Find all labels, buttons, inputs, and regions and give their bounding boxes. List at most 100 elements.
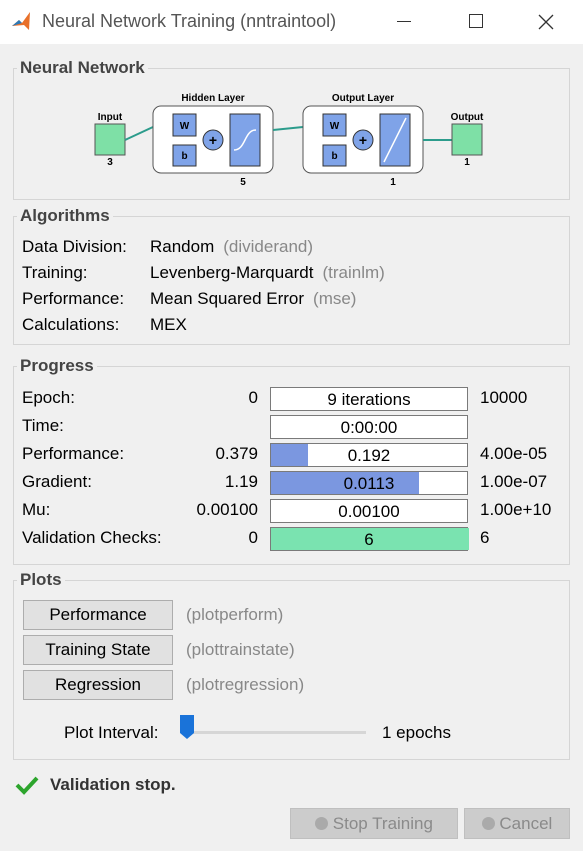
plot-button[interactable]: Training State (23, 635, 173, 665)
output-layer-label: Output Layer (332, 93, 394, 104)
connector (124, 126, 154, 141)
sum-sign: + (209, 132, 217, 148)
output-layer-size: 1 (390, 177, 396, 188)
progress-start: 0.379 (215, 444, 258, 463)
progress-box: 0.192 (270, 443, 468, 467)
output-size: 1 (464, 157, 470, 168)
title-bar: Neural Network Training (nntraintool) (0, 0, 583, 44)
progress-label: Performance: (22, 444, 125, 463)
stop-label: Stop Training (332, 814, 433, 833)
output-weight: W (330, 121, 340, 132)
plot-function: (plottrainstate) (186, 640, 295, 659)
progress-end: 6 (480, 528, 490, 547)
cancel-button: Cancel (464, 808, 570, 839)
hidden-label: Hidden Layer (181, 93, 244, 104)
hidden-bias: b (181, 151, 187, 162)
panel-title: Plots (17, 570, 65, 590)
stop-button: Stop Training (290, 808, 458, 839)
progress-box: 9 iterations (270, 387, 468, 411)
progress-current: 6 (364, 530, 374, 549)
progress-label: Epoch: (22, 388, 75, 407)
progress-fill (271, 444, 308, 466)
algo-value: Mean Squared Error (150, 289, 305, 308)
plot-function: (plotperform) (186, 605, 284, 624)
interval-label: Plot Interval: (64, 723, 159, 742)
maximize-button[interactable] (469, 14, 483, 28)
check-icon (15, 776, 39, 795)
algo-label: Calculations: (22, 315, 120, 334)
close-button[interactable] (538, 14, 554, 30)
progress-label: Validation Checks: (22, 528, 162, 547)
progress-start: 0 (248, 528, 258, 547)
window-title: Neural Network Training (nntraintool) (42, 11, 337, 31)
progress-box: 0:00:00 (270, 415, 468, 439)
weight-box (322, 113, 347, 137)
slider-thumb[interactable] (180, 715, 194, 739)
input-size: 3 (107, 157, 113, 168)
interval-value: 1 epochs (382, 723, 451, 742)
algo-function: (dividerand) (223, 237, 314, 256)
progress-fill (271, 528, 469, 550)
progress-start: 0 (248, 388, 258, 407)
algorithms-panel (13, 216, 570, 345)
minimize-button[interactable] (397, 21, 411, 22)
progress-label: Mu: (22, 500, 51, 519)
progress-label: Time: (22, 416, 64, 435)
output-bias: b (331, 151, 337, 162)
connector (272, 126, 304, 131)
hidden-size: 5 (240, 177, 246, 188)
sum-node (202, 129, 224, 151)
status-text: Validation stop. (50, 775, 176, 794)
progress-box: 6 (270, 527, 469, 551)
output-label: Output (451, 112, 484, 123)
algo-value: MEX (150, 315, 187, 334)
progress-label: Gradient: (22, 472, 92, 491)
algo-function: (mse) (313, 289, 357, 308)
plot-button[interactable]: Performance (23, 600, 173, 630)
app-icon (12, 12, 30, 30)
progress-end: 1.00e-07 (480, 472, 548, 491)
progress-panel (13, 366, 570, 565)
hidden-weight: W (180, 121, 190, 132)
input-label: Input (98, 112, 123, 123)
bias-box (322, 144, 347, 167)
network-panel (13, 68, 570, 200)
input-box (94, 123, 126, 156)
panel-title: Progress (17, 356, 97, 376)
progress-box: 0.0113 (270, 471, 468, 495)
algo-label: Performance: (22, 289, 125, 308)
weight-box (172, 113, 197, 137)
algo-value: Levenberg-Marquardt (150, 263, 314, 282)
panel-title: Algorithms (17, 206, 113, 226)
progress-current: 0.00100 (338, 502, 400, 521)
progress-current: 9 iterations (327, 390, 411, 409)
bias-box (172, 144, 197, 167)
purelin-icon (383, 117, 407, 163)
plots-panel (13, 580, 570, 760)
progress-box: 0.00100 (270, 499, 468, 523)
algo-value: Random (150, 237, 215, 256)
progress-start: 1.19 (224, 472, 258, 491)
sum-sign: + (359, 132, 367, 148)
slider-track[interactable] (182, 731, 366, 734)
progress-end: 4.00e-05 (480, 444, 548, 463)
progress-start: 0.00100 (196, 500, 258, 519)
algo-function: (trainlm) (322, 263, 385, 282)
progress-fill (271, 472, 419, 494)
network-diagram: Input 3 Hidden Layer W b + 5 Output Laye… (94, 93, 484, 188)
tansig-icon (233, 129, 257, 151)
algo-label: Data Division: (22, 237, 127, 256)
progress-current: 0:00:00 (340, 418, 398, 437)
progress-end: 10000 (480, 388, 528, 407)
output-box (451, 123, 483, 156)
progress-current: 0.0113 (343, 474, 395, 493)
sum-node (352, 129, 374, 151)
algo-label: Training: (22, 263, 88, 282)
plot-button[interactable]: Regression (23, 670, 173, 700)
progress-current: 0.192 (347, 446, 391, 465)
progress-end: 1.00e+10 (480, 500, 552, 519)
cancel-label: Cancel (499, 814, 553, 833)
panel-title: Neural Network (17, 58, 148, 78)
